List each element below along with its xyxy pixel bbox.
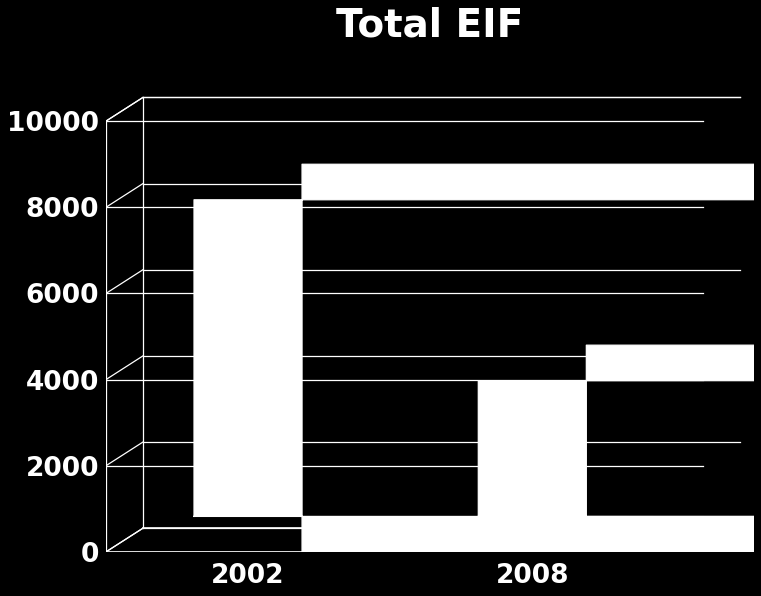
Polygon shape [479,345,761,552]
Title: Total EIF: Total EIF [336,7,524,45]
Polygon shape [194,164,761,552]
